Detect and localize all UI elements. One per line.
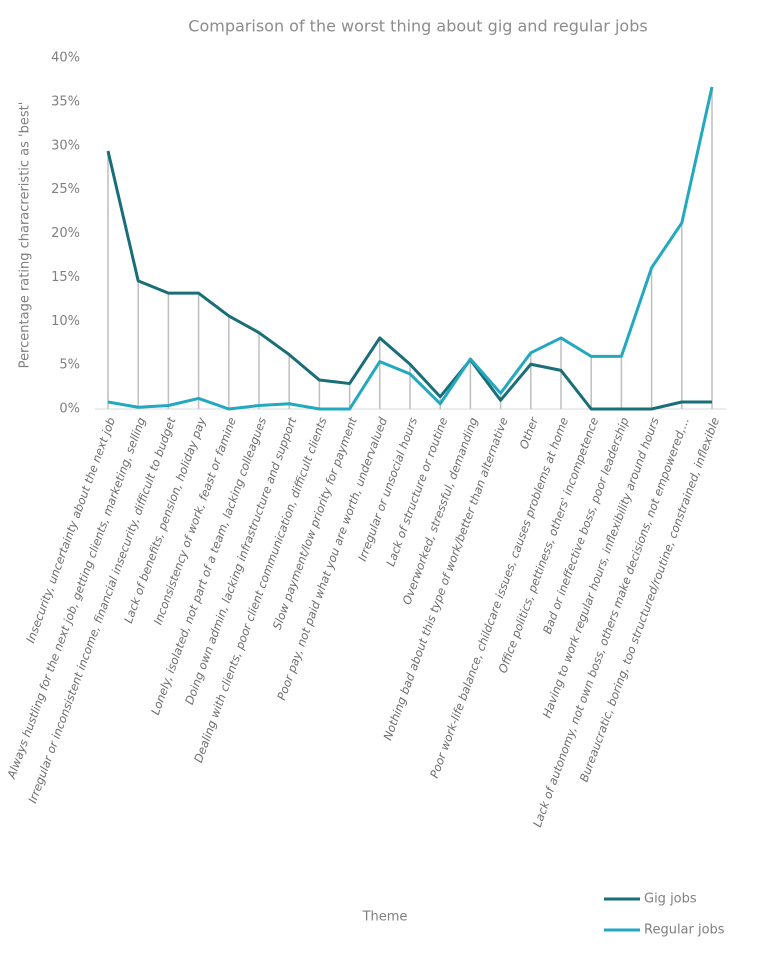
y-tick-label: 0%: [59, 402, 80, 417]
y-tick-label: 5%: [59, 358, 80, 373]
chart-title: Comparison of the worst thing about gig …: [188, 17, 647, 36]
x-tick-label: Always hustling for the next job, gettin…: [4, 415, 149, 781]
x-axis-label: Theme: [362, 910, 408, 925]
y-tick-label: 25%: [51, 182, 80, 197]
y-tick-label: 35%: [51, 94, 80, 109]
y-tick-label: 40%: [51, 51, 80, 66]
legend-label: Gig jobs: [644, 892, 697, 907]
y-tick-label: 20%: [51, 226, 80, 241]
series-line: [106, 150, 712, 411]
legend-label: Regular jobs: [644, 923, 725, 938]
y-tick-label: 15%: [51, 270, 80, 285]
y-tick-label: 30%: [51, 138, 80, 153]
y-tick-label: 10%: [51, 314, 80, 329]
x-tick-label: Having to work regular hours, inflexibil…: [540, 415, 662, 719]
series-line: [107, 86, 714, 411]
x-tick-label: Other: [517, 414, 542, 451]
y-axis-label: Percentage rating characreristic as 'bes…: [18, 102, 33, 369]
